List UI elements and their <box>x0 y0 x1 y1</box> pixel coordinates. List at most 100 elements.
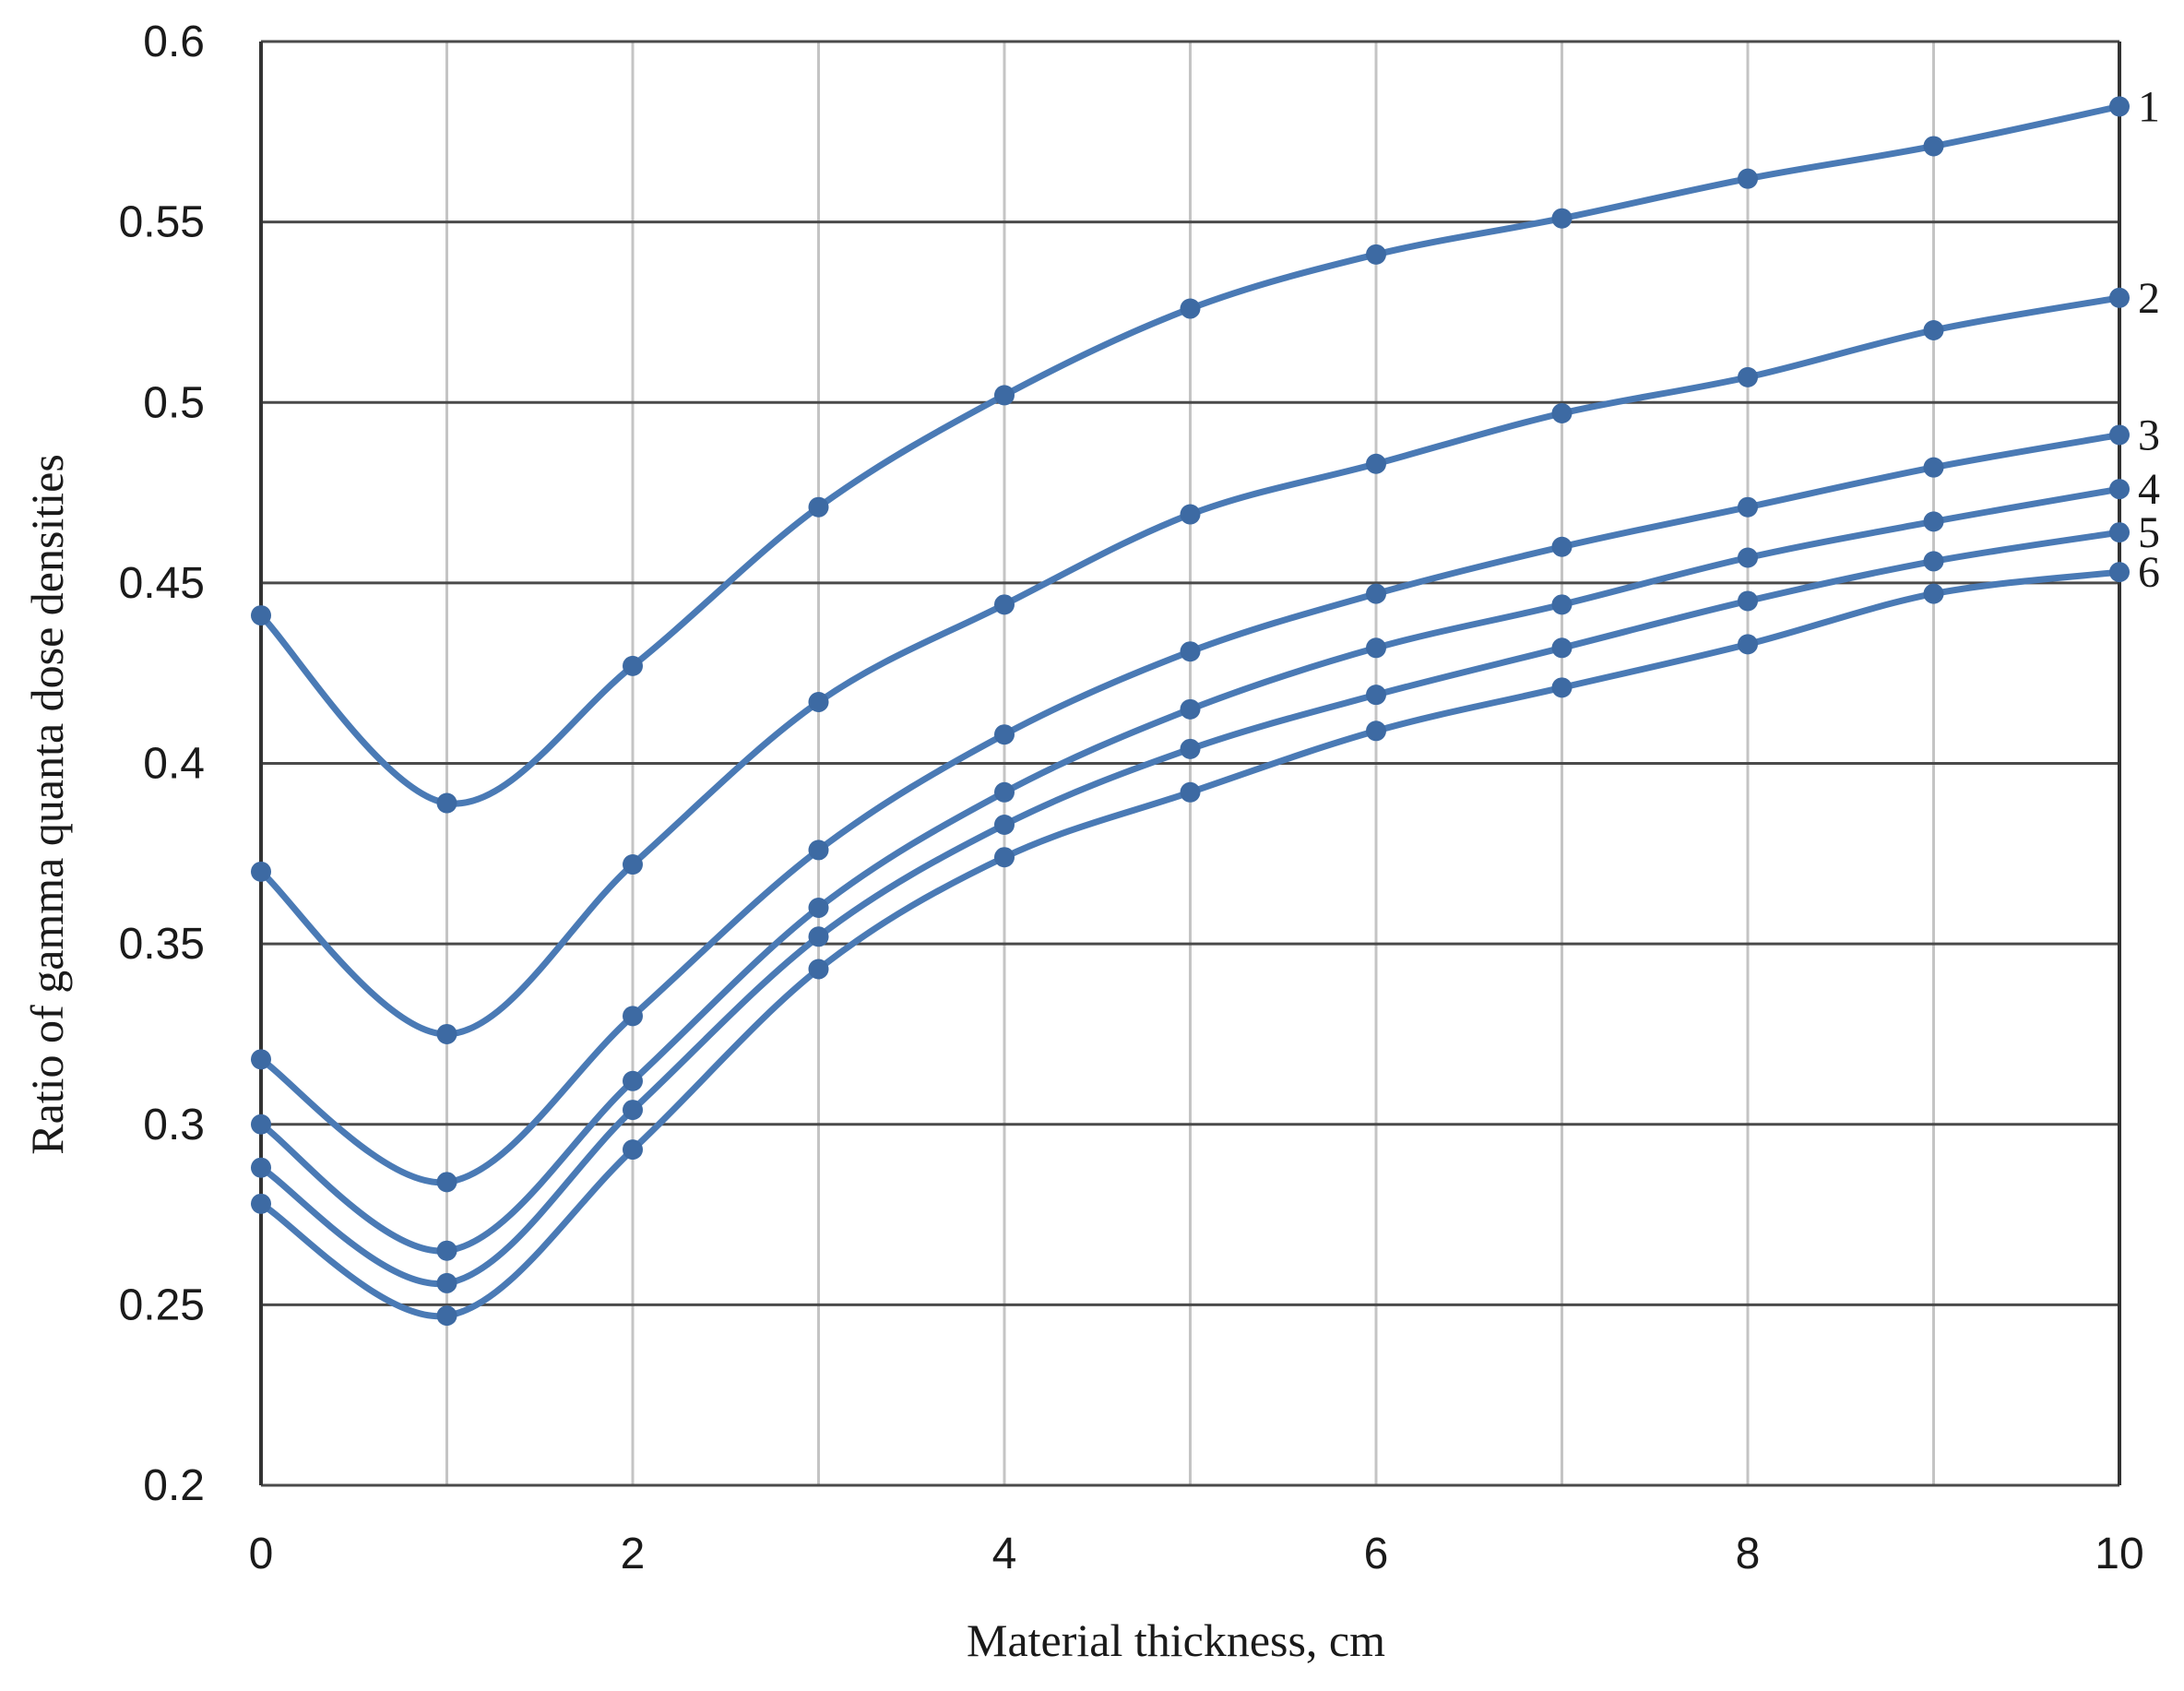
series-label-4: 4 <box>2138 465 2160 514</box>
data-point <box>1551 677 1573 698</box>
data-point <box>251 1113 271 1135</box>
data-point <box>2109 96 2130 117</box>
series-lines <box>257 102 2123 1320</box>
data-point <box>994 594 1015 615</box>
data-point <box>1923 320 1944 340</box>
data-point <box>1738 634 1758 655</box>
y-tick-label: 0.45 <box>119 559 205 608</box>
data-point <box>623 1006 643 1027</box>
data-point <box>1923 583 1944 604</box>
data-point <box>436 1023 457 1044</box>
series-label-3: 3 <box>2138 411 2160 459</box>
data-point <box>251 1157 271 1178</box>
series-markers <box>251 96 2130 1327</box>
data-point <box>623 1139 643 1161</box>
data-point <box>1738 366 1758 387</box>
data-point <box>1551 594 1573 615</box>
data-point <box>1180 781 1201 803</box>
data-point <box>623 1070 643 1091</box>
data-point <box>808 926 829 947</box>
data-point <box>994 847 1015 868</box>
data-point <box>808 898 829 918</box>
data-point <box>1366 583 1386 604</box>
series-label-6: 6 <box>2138 548 2160 597</box>
data-point <box>1738 496 1758 518</box>
data-point <box>1366 453 1386 474</box>
y-axis-label: Ratio of gamma quanta dose densities <box>21 454 73 1155</box>
data-point <box>251 605 271 626</box>
data-point <box>623 1100 643 1121</box>
data-point <box>251 1049 271 1070</box>
x-axis-label: Material thickness, cm <box>967 1614 1385 1666</box>
y-tick-label: 0.35 <box>119 920 205 969</box>
data-point <box>436 1240 457 1261</box>
x-tick-label: 8 <box>1736 1530 1761 1578</box>
data-point <box>1923 511 1944 532</box>
data-point <box>1180 504 1201 525</box>
y-tick-label: 0.2 <box>143 1461 205 1510</box>
series-line-5 <box>257 529 2123 1287</box>
data-point <box>2109 287 2130 308</box>
y-tick-label: 0.25 <box>119 1280 205 1329</box>
data-point <box>1738 168 1758 189</box>
y-tick-label: 0.3 <box>143 1101 205 1149</box>
data-point <box>436 1272 457 1293</box>
data-point <box>808 691 829 712</box>
data-point <box>436 792 457 814</box>
data-point <box>251 861 271 882</box>
data-point <box>1180 698 1201 720</box>
data-point <box>251 1193 271 1214</box>
data-point <box>2109 522 2130 543</box>
data-point <box>1180 738 1201 759</box>
x-tick-label: 2 <box>621 1530 646 1578</box>
data-point <box>1923 136 1944 157</box>
data-point <box>623 655 643 676</box>
data-point <box>1366 720 1386 742</box>
y-tick-label: 0.4 <box>143 740 205 789</box>
data-point <box>1366 244 1386 265</box>
series-line-6 <box>257 568 2123 1320</box>
series-labels: 1 2 3 456 <box>2138 82 2160 597</box>
data-point <box>1180 641 1201 662</box>
data-point <box>436 1305 457 1327</box>
data-point <box>623 854 643 875</box>
data-point <box>1551 536 1573 557</box>
y-tick-label: 0.5 <box>143 378 205 427</box>
data-point <box>994 724 1015 745</box>
data-point <box>1551 637 1573 659</box>
data-point <box>1923 551 1944 572</box>
data-point <box>1366 685 1386 706</box>
y-tick-label: 0.6 <box>143 18 205 66</box>
series-line-2 <box>257 294 2123 1038</box>
series-line-1 <box>257 102 2123 807</box>
data-point <box>1738 547 1758 568</box>
data-point <box>1180 298 1201 319</box>
data-point <box>994 781 1015 803</box>
data-point <box>1923 457 1944 478</box>
data-point <box>994 385 1015 406</box>
data-point <box>1738 590 1758 612</box>
series-label-2: 2 <box>2138 274 2160 323</box>
series-line-3 <box>257 431 2123 1185</box>
x-tick-label: 10 <box>2095 1530 2143 1578</box>
data-point <box>2109 562 2130 583</box>
y-tick-label: 0.55 <box>119 198 205 247</box>
data-point <box>1551 208 1573 229</box>
data-point <box>808 496 829 518</box>
x-tick-label: 6 <box>1364 1530 1389 1578</box>
data-point <box>808 959 829 980</box>
data-point <box>436 1172 457 1193</box>
x-tick-label: 4 <box>992 1530 1017 1578</box>
x-tick-label: 0 <box>249 1530 274 1578</box>
tick-labels: 0.2 0.25 0.3 0.35 0.4 0.45 0.5 0.55 0.6 0 2 4 6 8 10 <box>119 18 2144 1578</box>
grid <box>259 40 2121 1487</box>
data-point <box>1366 637 1386 659</box>
data-point <box>1551 402 1573 423</box>
data-point <box>2109 479 2130 500</box>
data-point <box>808 840 829 861</box>
data-point <box>2109 424 2130 446</box>
data-point <box>994 815 1015 836</box>
series-label-1: 1 <box>2138 82 2160 131</box>
series-label-5: 5 <box>2138 508 2160 557</box>
